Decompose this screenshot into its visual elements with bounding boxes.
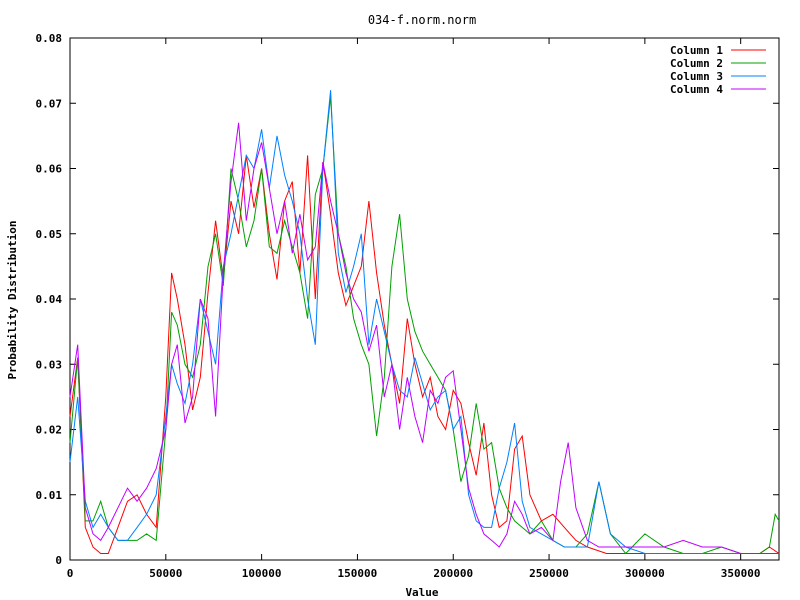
x-tick-label: 350000 — [721, 567, 761, 580]
y-tick-label: 0.03 — [36, 358, 63, 371]
chart-title: 034-f.norm.norm — [368, 13, 476, 27]
y-tick-label: 0.04 — [36, 293, 63, 306]
x-tick-label: 0 — [67, 567, 74, 580]
y-tick-label: 0.08 — [36, 32, 63, 45]
legend-label-2: Column 2 — [670, 57, 723, 70]
axis-ticks: 0 50000 100000 150000 200000 250000 300000 3500… — [36, 32, 779, 580]
y-tick-label: 0.07 — [36, 97, 63, 110]
series-line-4 — [69, 122, 779, 554]
legend-label-3: Column 3 — [670, 70, 723, 83]
x-tick-label: 250000 — [529, 567, 569, 580]
x-tick-label: 200000 — [433, 567, 473, 580]
x-tick-label: 300000 — [625, 567, 665, 580]
legend-label-1: Column 1 — [670, 44, 723, 57]
series-lines — [69, 90, 780, 555]
series-line-3 — [69, 90, 779, 554]
y-tick-label: 0 — [55, 554, 62, 567]
y-tick-label: 0.06 — [36, 163, 63, 176]
plot-border — [69, 37, 780, 561]
x-tick-label: 100000 — [242, 567, 282, 580]
y-tick-label: 0.01 — [36, 489, 63, 502]
series-line-1 — [69, 155, 780, 554]
x-tick-label: 150000 — [338, 567, 378, 580]
y-tick-label: 0.02 — [36, 424, 63, 437]
series-line-2 — [69, 96, 780, 555]
y-axis-label: Probability Distribution — [6, 221, 19, 380]
x-axis-label: Value — [405, 586, 438, 599]
y-tick-label: 0.05 — [36, 228, 63, 241]
legend-label-4: Column 4 — [670, 83, 723, 96]
x-tick-label: 50000 — [149, 567, 182, 580]
